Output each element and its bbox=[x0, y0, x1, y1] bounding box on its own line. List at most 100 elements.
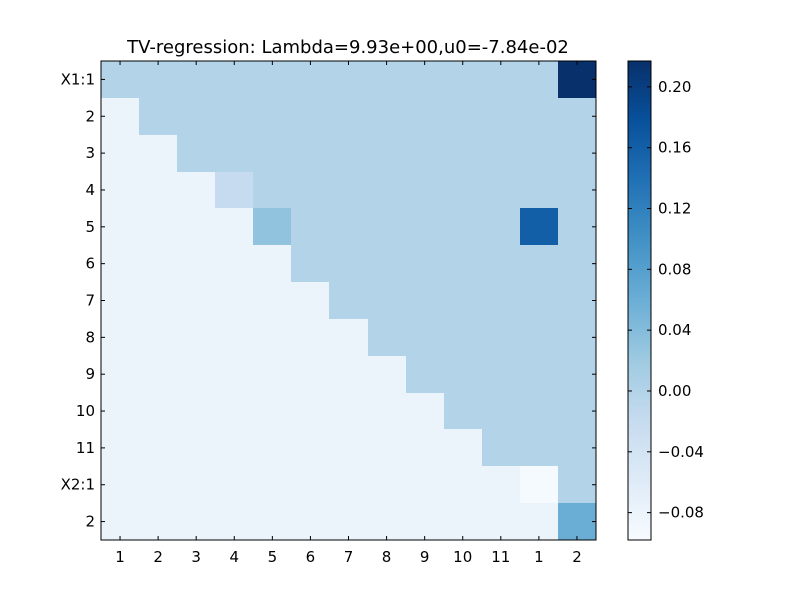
heatmap-cell bbox=[101, 503, 139, 540]
heatmap-cell bbox=[253, 466, 291, 503]
heatmap-cell bbox=[253, 503, 291, 540]
heatmap-cell bbox=[558, 393, 596, 429]
heatmap-cell bbox=[291, 466, 329, 503]
x-tick-label: 1 bbox=[534, 548, 544, 566]
colorbar-tick-label: 0.00 bbox=[658, 382, 691, 400]
heatmap-cell bbox=[101, 319, 139, 356]
heatmap-cell bbox=[139, 98, 177, 135]
colorbar bbox=[627, 60, 652, 541]
heatmap-cell bbox=[482, 61, 520, 98]
heatmap-cell bbox=[520, 319, 558, 356]
heatmap-cell bbox=[177, 319, 215, 356]
heatmap-cell bbox=[482, 319, 520, 356]
heatmap-cell bbox=[253, 98, 291, 135]
x-tick-label: 2 bbox=[572, 548, 582, 566]
heatmap-cell bbox=[558, 356, 596, 393]
y-tick-label: X1:1 bbox=[61, 70, 95, 88]
heatmap-cell bbox=[101, 282, 139, 319]
y-tick-label: 11 bbox=[76, 439, 95, 457]
heatmap-cells bbox=[101, 61, 596, 540]
x-tick-label: 9 bbox=[420, 548, 430, 566]
x-tick-label: 8 bbox=[382, 548, 392, 566]
heatmap-cell bbox=[520, 356, 558, 393]
heatmap-cell bbox=[177, 356, 215, 393]
heatmap-cell bbox=[291, 393, 329, 429]
heatmap-cell bbox=[101, 245, 139, 282]
heatmap-cell bbox=[139, 135, 177, 172]
heatmap-cell bbox=[329, 356, 368, 393]
heatmap-cell bbox=[444, 245, 482, 282]
heatmap-cell bbox=[482, 135, 520, 172]
y-tick-label: 5 bbox=[85, 218, 95, 236]
heatmap-cell bbox=[558, 135, 596, 172]
heatmap-cell bbox=[291, 282, 329, 319]
heatmap-cell bbox=[368, 466, 406, 503]
heatmap-cell bbox=[101, 208, 139, 245]
heatmap-cell bbox=[444, 208, 482, 245]
heatmap-cell bbox=[368, 319, 406, 356]
heatmap-cell bbox=[444, 98, 482, 135]
heatmap-cell bbox=[444, 429, 482, 466]
heatmap-cell bbox=[329, 98, 368, 135]
heatmap-cell bbox=[291, 172, 329, 208]
heatmap-cell bbox=[291, 429, 329, 466]
heatmap-cell bbox=[215, 466, 253, 503]
heatmap-cell bbox=[444, 466, 482, 503]
heatmap-cell bbox=[177, 61, 215, 98]
colorbar-axis: −0.08 −0.04 0.00 0.04 0.08 0.12 0.16 0.20 bbox=[628, 78, 704, 522]
heatmap-cell bbox=[329, 393, 368, 429]
heatmap-cell bbox=[368, 282, 406, 319]
heatmap-cell bbox=[482, 282, 520, 319]
heatmap-cell bbox=[177, 429, 215, 466]
heatmap-cell bbox=[253, 208, 291, 245]
heatmap-cell bbox=[329, 319, 368, 356]
heatmap-cell bbox=[406, 61, 444, 98]
heatmap-cell bbox=[253, 393, 291, 429]
heatmap-cell bbox=[368, 208, 406, 245]
heatmap-cell bbox=[215, 393, 253, 429]
heatmap-cell bbox=[520, 393, 558, 429]
heatmap-cell bbox=[406, 135, 444, 172]
heatmap-cell bbox=[368, 429, 406, 466]
heatmap-cell bbox=[329, 172, 368, 208]
y-tick-label: 4 bbox=[85, 181, 95, 199]
heatmap-cell bbox=[215, 282, 253, 319]
x-tick-label: 3 bbox=[191, 548, 201, 566]
y-tick-label: 6 bbox=[85, 255, 95, 273]
heatmap-cell bbox=[482, 429, 520, 466]
heatmap-cell bbox=[329, 503, 368, 540]
heatmap-cell bbox=[368, 61, 406, 98]
heatmap-cell bbox=[444, 61, 482, 98]
heatmap-cell bbox=[215, 61, 253, 98]
heatmap-cell bbox=[482, 208, 520, 245]
y-tick-label: 3 bbox=[85, 144, 95, 162]
heatmap-cell bbox=[444, 393, 482, 429]
heatmap-cell bbox=[406, 208, 444, 245]
heatmap-cell bbox=[558, 245, 596, 282]
heatmap-cell bbox=[139, 282, 177, 319]
heatmap-cell bbox=[101, 356, 139, 393]
heatmap-cell bbox=[215, 503, 253, 540]
heatmap-cell bbox=[177, 208, 215, 245]
heatmap-cell bbox=[329, 135, 368, 172]
x-tick-label: 1 bbox=[115, 548, 125, 566]
heatmap-cell bbox=[406, 172, 444, 208]
heatmap-cell bbox=[253, 61, 291, 98]
heatmap-cell bbox=[520, 208, 558, 245]
heatmap-cell bbox=[558, 503, 596, 540]
heatmap-cell bbox=[406, 503, 444, 540]
heatmap-cell bbox=[520, 172, 558, 208]
heatmap-cell bbox=[253, 356, 291, 393]
heatmap-cell bbox=[101, 98, 139, 135]
heatmap-cell bbox=[139, 429, 177, 466]
heatmap-cell bbox=[177, 98, 215, 135]
heatmap-cell bbox=[329, 466, 368, 503]
heatmap-cell bbox=[101, 135, 139, 172]
heatmap-cell bbox=[444, 282, 482, 319]
heatmap-cell bbox=[520, 466, 558, 503]
heatmap-cell bbox=[215, 172, 253, 208]
heatmap-cell bbox=[177, 135, 215, 172]
heatmap-cell bbox=[520, 429, 558, 466]
heatmap-cell bbox=[139, 466, 177, 503]
heatmap-cell bbox=[520, 61, 558, 98]
